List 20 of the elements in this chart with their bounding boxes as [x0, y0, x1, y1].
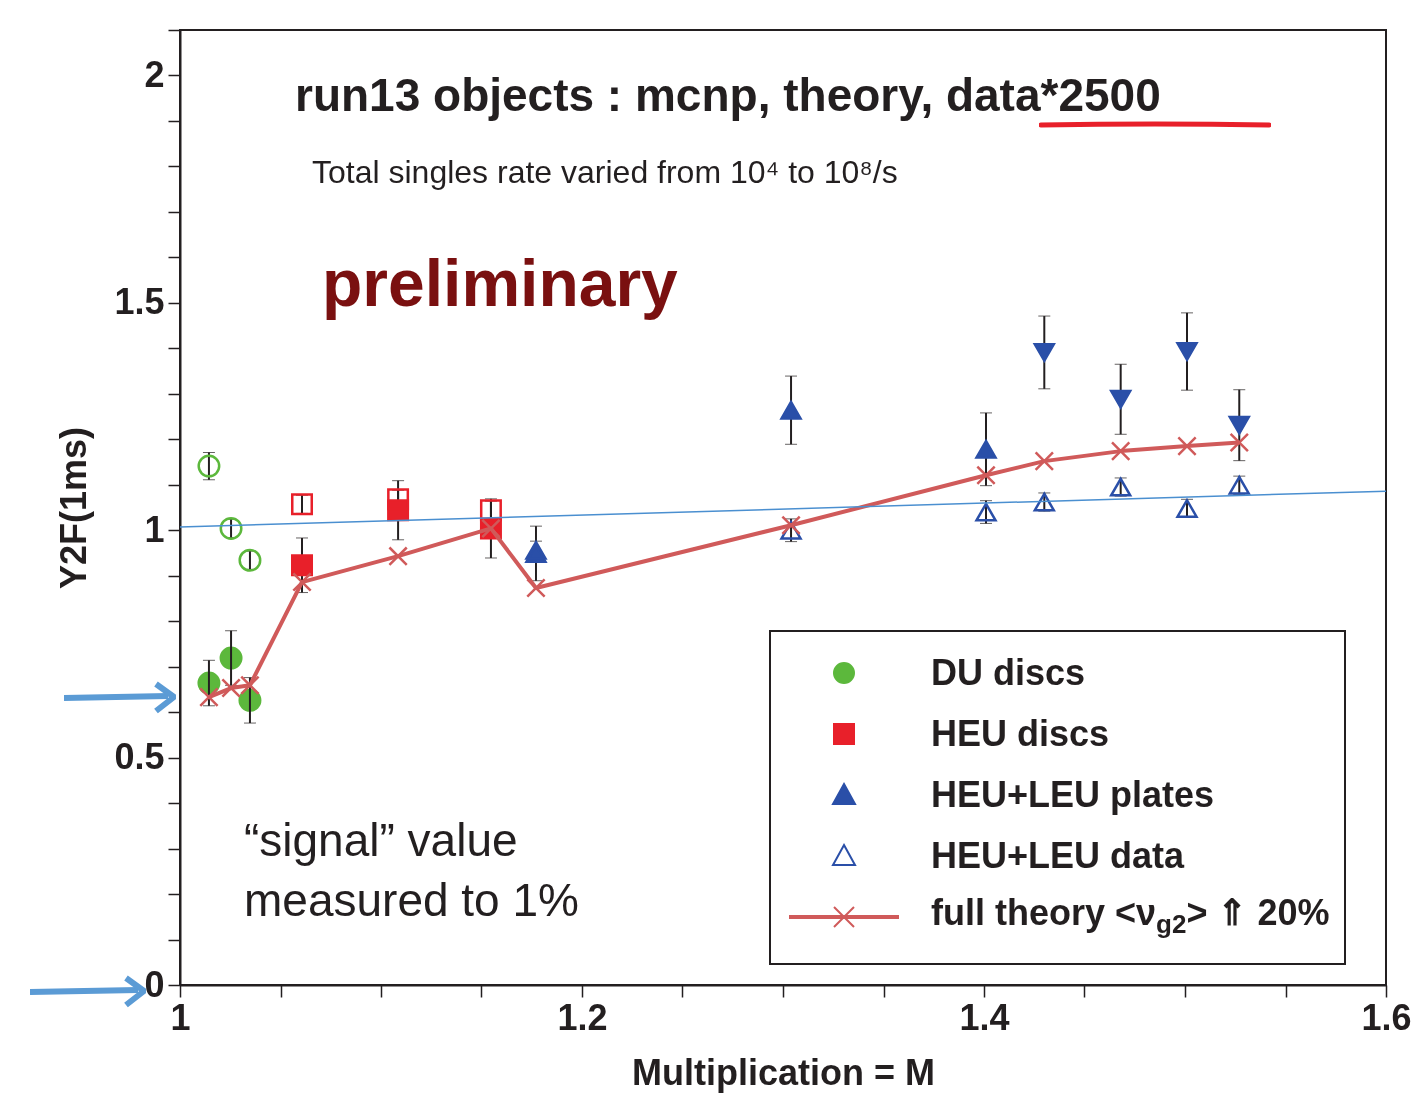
- x-axis-title: Multiplication = M: [632, 1051, 935, 1093]
- y-tick-label: 0: [144, 963, 165, 1005]
- y-tick-label: 2: [144, 53, 165, 95]
- x-tick-label: 1.2: [557, 996, 608, 1038]
- y-tick-label: 1: [144, 508, 165, 550]
- annotation: preliminary: [322, 245, 678, 321]
- x-tick-label: 1.4: [959, 996, 1010, 1038]
- y-tick-label: 1.5: [114, 281, 165, 323]
- y-axis-title: Y2F(1ms): [53, 426, 95, 590]
- annotation: “signal” value measured to 1%: [244, 813, 580, 928]
- text: run13 objects : mcnp, theory, data*2500: [295, 68, 1161, 122]
- text: Total singles rate varied from 10⁴ to 10⁸/s: [312, 154, 898, 191]
- x-tick-label: 1: [170, 996, 191, 1038]
- x-tick-label: 1.6: [1361, 996, 1412, 1038]
- legend-label: HEU discs: [931, 712, 1110, 755]
- legend-label: DU discs: [931, 651, 1086, 694]
- legend-label: HEU+LEU plates: [931, 773, 1215, 816]
- legend-label: full theory <ν$_{g2}$> ⇑ 20%: [931, 892, 1330, 941]
- y-tick-label: 0.5: [114, 736, 165, 778]
- legend-label: HEU+LEU data: [931, 834, 1185, 877]
